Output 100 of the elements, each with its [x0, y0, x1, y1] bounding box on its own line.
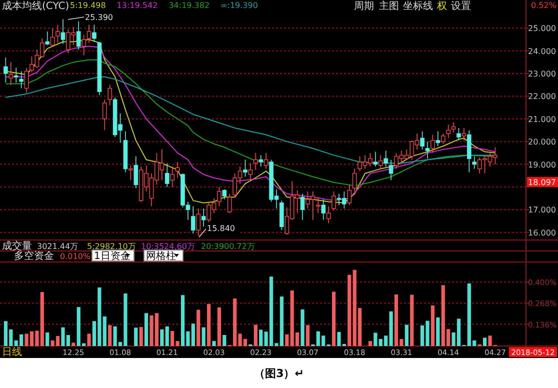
text: 5:2982.10万 [87, 242, 136, 251]
text: 成交量 [2, 240, 32, 252]
candlestick [436, 130, 440, 147]
y-tick-label: 16.000 [528, 228, 556, 238]
annotation: 25.390 [85, 13, 113, 22]
candlestick [451, 122, 456, 133]
candlestick [326, 206, 331, 224]
candlestick [50, 28, 55, 47]
candlestick [92, 24, 96, 42]
bar [40, 292, 44, 346]
candlestick [472, 156, 477, 170]
candlestick [446, 124, 450, 139]
bar [389, 311, 393, 346]
candlestick [128, 165, 133, 181]
y-tick-label: 19.000 [528, 160, 556, 170]
bar [368, 341, 372, 346]
bar [134, 328, 138, 346]
bar [404, 324, 408, 346]
candlestick [430, 134, 435, 154]
text: 5:19.498 [70, 1, 106, 10]
candlestick [352, 168, 357, 192]
y-tick-label: 21.000 [528, 114, 556, 124]
bar [254, 324, 258, 346]
bar [165, 326, 169, 346]
y-tick-label: 24.000 [528, 46, 556, 56]
candlestick [280, 200, 284, 230]
candlestick [175, 162, 180, 178]
candlestick [332, 191, 336, 212]
bar [348, 274, 352, 346]
candlestick [254, 152, 258, 170]
candlestick [373, 151, 378, 167]
annotation: 主图 [379, 0, 399, 12]
bar [46, 332, 50, 346]
annotation: 权 [436, 0, 447, 12]
bar [108, 325, 112, 346]
candlestick [201, 208, 206, 228]
bar [482, 338, 487, 346]
candlestick [86, 24, 92, 44]
candlestick [108, 84, 112, 106]
y-tick-label: 23.000 [528, 70, 556, 79]
candlestick [378, 154, 383, 170]
candlestick [384, 150, 388, 167]
candlestick [258, 154, 264, 167]
candlestick [243, 159, 248, 178]
candlestick [217, 186, 222, 207]
bar [217, 307, 222, 346]
candlestick [467, 130, 472, 173]
text: 日线 [2, 346, 22, 358]
bar [144, 313, 148, 346]
bar [300, 309, 304, 346]
candlestick [102, 99, 107, 131]
candlestick [316, 196, 320, 214]
candlestick [170, 166, 174, 188]
candlestick [60, 18, 66, 44]
candlestick [440, 133, 446, 144]
bar [87, 334, 91, 346]
candlestick [388, 159, 394, 181]
candlestick [4, 57, 8, 83]
candlestick [456, 128, 461, 141]
text: 0.010% [60, 252, 91, 261]
candlestick [56, 24, 60, 44]
bar [160, 329, 164, 346]
candlestick [8, 62, 14, 86]
candlestick [82, 34, 86, 56]
bar [202, 327, 206, 346]
y-tick-label: 20.000 [528, 138, 556, 147]
bar [285, 334, 289, 346]
candlestick [222, 188, 227, 200]
bar [196, 310, 200, 346]
candlestick [420, 130, 424, 150]
bar [222, 334, 226, 346]
annotation: 周期 [354, 0, 374, 12]
annotation: 15.840 [207, 224, 235, 233]
bar [436, 317, 440, 346]
text: 18.097 [528, 178, 556, 187]
text: 3021.44万 [37, 242, 78, 251]
text: （图3）↵ [254, 367, 304, 380]
bar [410, 294, 414, 346]
candlestick [196, 208, 201, 236]
bar [306, 325, 310, 346]
candlestick [164, 162, 170, 188]
y-tick-label: 25.000 [528, 24, 556, 34]
text: 13:19.542 [116, 1, 158, 10]
candlestick [321, 199, 326, 220]
text: 网格柱 [146, 250, 176, 262]
bar [332, 292, 336, 346]
candlestick [14, 67, 18, 83]
candlestick [134, 156, 138, 188]
candlestick [191, 206, 196, 234]
text: 20:3900.72万 [201, 242, 255, 251]
y-tick-label: 17.000 [528, 206, 556, 215]
candlestick [24, 67, 29, 94]
candlestick [45, 31, 50, 46]
bar [259, 330, 263, 346]
annotation: 坐标线 [403, 0, 433, 12]
bar [72, 342, 76, 346]
candlestick [462, 128, 466, 141]
bar [139, 327, 143, 346]
candlestick [347, 184, 352, 206]
annotation: 设置 [451, 0, 471, 12]
